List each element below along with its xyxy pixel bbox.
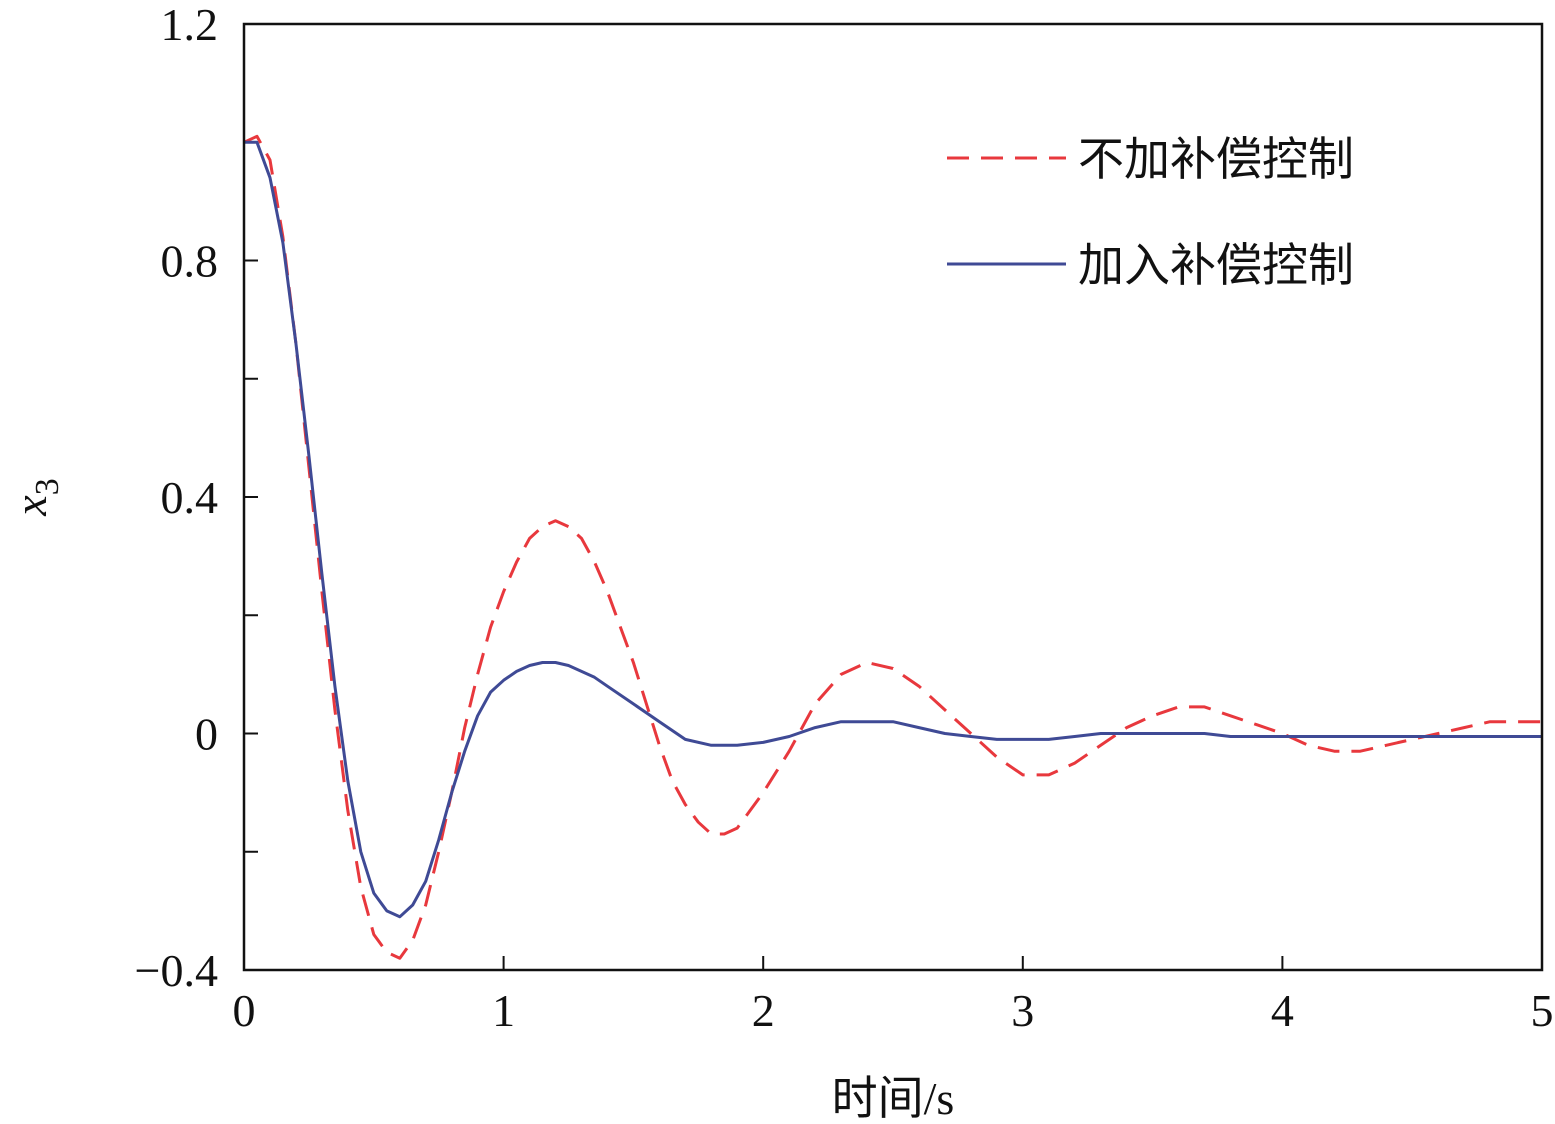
series-line-2 <box>244 140 1542 919</box>
x-tick-label: 4 <box>1271 985 1294 1036</box>
series-layer <box>243 134 1542 960</box>
series-line-1 <box>243 134 1542 960</box>
legend-label-1: 不加补偿控制 <box>1078 132 1354 186</box>
y-tick-label: 1.2 <box>161 0 219 50</box>
x-tick-label: 1 <box>492 985 515 1036</box>
labels-layer: 0 1 2 3 4 5 −0.4 0 0.4 0.8 1.2 <box>135 0 1554 1036</box>
y-tick-label: −0.4 <box>135 945 218 996</box>
x-tick-label: 0 <box>233 985 256 1036</box>
y-axis-title-subscript: 3 <box>29 478 66 495</box>
x-tick-label: 2 <box>752 985 775 1036</box>
legend-label-2: 加入补偿控制 <box>1078 238 1354 292</box>
y-tick-label: 0 <box>195 709 218 760</box>
y-axis-title: x3 <box>5 478 66 516</box>
x-tick-label: 5 <box>1531 985 1554 1036</box>
y-tick-label: 0.8 <box>161 236 219 287</box>
y-axis-title-main: x <box>5 495 56 517</box>
y-tick-label: 0.4 <box>161 472 219 523</box>
x-tick-label: 3 <box>1011 985 1034 1036</box>
plot-frame <box>242 22 1544 972</box>
x-axis-title: 时间/s <box>832 1073 955 1124</box>
y-axis-title-group: x3 <box>5 478 66 516</box>
